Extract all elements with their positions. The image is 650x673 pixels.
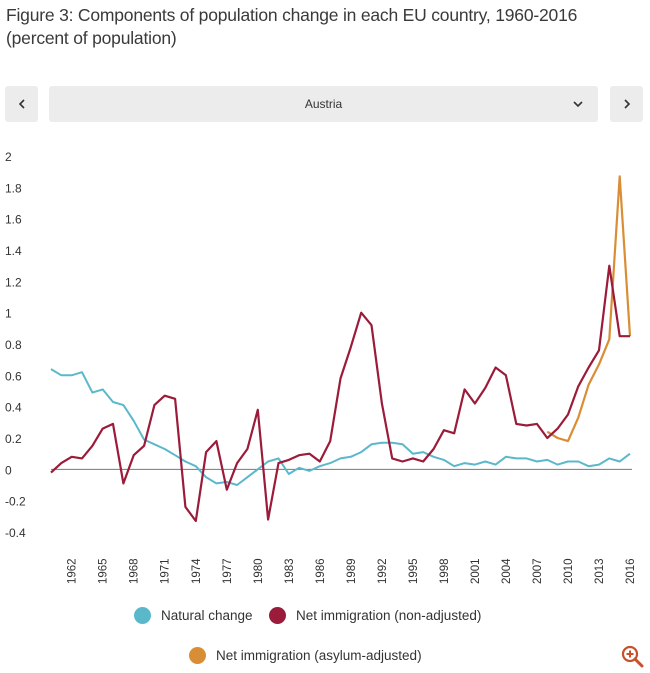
series-line-natural-change[interactable] [50,368,631,486]
y-tick-label: 0.4 [5,401,22,415]
chevron-left-icon [18,99,25,109]
y-tick-label: 1.2 [5,275,22,289]
y-tick-label: 0 [5,463,12,477]
x-tick-label: 1992 [377,558,389,584]
x-tick-label: 1995 [408,558,420,584]
y-tick-label: -0.2 [5,495,26,509]
y-tick-label: 1.8 [5,181,22,195]
y-tick-label: 1.6 [5,213,22,227]
chevron-right-icon [623,99,630,109]
previous-country-button[interactable] [5,86,38,122]
legend-marker-natural-change [134,607,151,624]
y-tick-label: 1.4 [5,244,22,258]
y-tick-label: 0.6 [5,369,22,383]
chart-title: Figure 3: Components of population chang… [6,5,578,48]
legend-label-natural-change: Natural change [161,608,253,623]
x-tick-label: 2007 [532,558,544,584]
next-country-button[interactable] [610,86,643,122]
x-tick-label: 2001 [470,558,482,584]
x-tick-label: 1977 [222,558,234,584]
legend-label-net-immigration: Net immigration (non-adjusted) [296,608,482,623]
line-chart: 2 1.8 1.6 1.4 1.2 1 0.8 0.6 0.4 0.2 0 -0.2 -0.4 1962 1… [5,150,637,584]
y-tick-label: 1 [5,307,12,321]
x-tick-label: 1974 [191,558,203,584]
legend-marker-net-immigration [269,607,286,624]
x-tick-label: 1989 [346,558,358,584]
x-tick-label: 1986 [315,558,327,584]
country-select-value: Austria [304,97,343,111]
legend-item-net-immigration-asylum[interactable]: Net immigration (asylum-adjusted) [189,647,422,664]
x-tick-label: 2016 [625,558,637,584]
legend-item-natural-change[interactable]: Natural change [134,607,253,624]
legend-marker-net-immigration-asylum [189,647,206,664]
y-tick-label: 2 [5,150,12,164]
legend-label-net-immigration-asylum: Net immigration (asylum-adjusted) [216,648,422,663]
legend-item-net-immigration[interactable]: Net immigration (non-adjusted) [269,607,481,624]
x-tick-label: 1965 [98,558,110,584]
x-tick-label: 1971 [160,558,172,584]
chevron-down-icon [573,101,583,108]
x-tick-label: 1998 [439,558,451,584]
zoom-in-icon[interactable] [620,644,644,668]
x-tick-label: 1962 [67,558,79,584]
x-tick-label: 1980 [253,558,265,584]
y-tick-label: 0.8 [5,338,22,352]
country-select[interactable]: Austria [49,86,598,122]
x-tick-label: 2013 [594,558,606,584]
y-tick-label: -0.4 [5,526,26,540]
x-tick-label: 2010 [563,558,575,584]
series-line-net-immigration[interactable] [50,264,630,523]
series-line-net-immigration-asylum[interactable] [546,175,632,443]
x-tick-label: 2004 [501,558,513,584]
y-tick-label: 0.2 [5,432,22,446]
x-tick-label: 1968 [129,558,141,584]
x-tick-label: 1983 [284,558,296,584]
